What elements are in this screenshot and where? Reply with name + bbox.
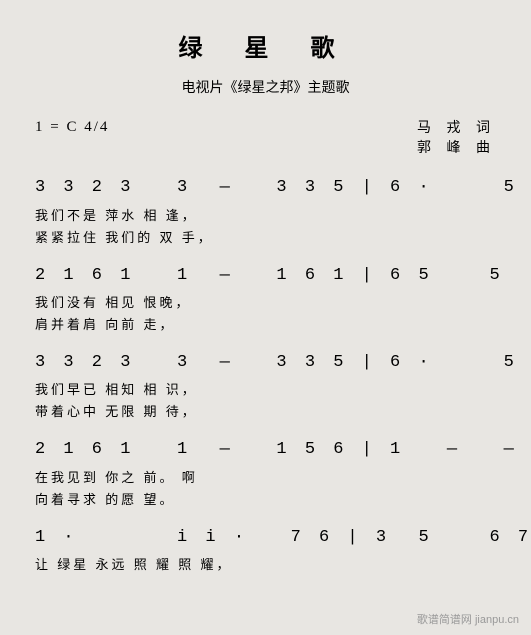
music-line-5: 1 · i i · 7 6 | 3 5 6 7 6 5 ― | 让 绿星 永远 … <box>35 528 496 573</box>
lyrics-row-2: 紧紧拉住 我们的 双 手， <box>35 227 496 246</box>
lyrics-row-1: 在我见到 你之 前。 啊 <box>35 467 496 486</box>
header-row: 1 = C 4/4 马 戎 词 郭 峰 曲 <box>35 119 496 158</box>
credits: 马 戎 词 郭 峰 曲 <box>417 119 496 158</box>
song-title: 绿 星 歌 <box>35 28 496 63</box>
lyrics-row-1: 我们没有 相见 恨晚， <box>35 292 496 311</box>
lyrics-row-1: 我们早已 相知 相 识， <box>35 379 496 398</box>
music-line-4: 2 1 6 1 1 ― 1 5 6 | 1 ― ― 1 1 | 在我见到 你之 … <box>35 440 496 507</box>
song-subtitle: 电视片《绿星之邦》主题歌 <box>35 77 496 97</box>
lyrics-row-2: 带着心中 无限 期 待， <box>35 401 496 420</box>
notation-row: 2 1 6 1 1 ― 1 5 6 | 1 ― ― 1 1 | <box>35 440 496 460</box>
watermark: 歌谱简谱网 jianpu.cn <box>417 611 519 627</box>
composer: 郭 峰 曲 <box>417 139 496 159</box>
lyrics-row-2: 向着寻求 的愿 望。 <box>35 489 496 508</box>
music-line-1: 3 3 2 3 3 ― 3 3 5 | 6 · 5 3 ― | 我们不是 萍水 … <box>35 178 496 245</box>
notation-row: 3 3 2 3 3 ― 3 3 5 | 6 · 5 3 ― | <box>35 353 496 373</box>
notation-row: 3 3 2 3 3 ― 3 3 5 | 6 · 5 3 ― | <box>35 178 496 198</box>
lyrics-row-1: 让 绿星 永远 照 耀 照 耀， <box>35 554 496 573</box>
lyrics-row-1: 我们不是 萍水 相 逢， <box>35 205 496 224</box>
notation-row: 2 1 6 1 1 ― 1 6 1 | 6 5 5 ― ― | <box>35 266 496 286</box>
music-line-3: 3 3 2 3 3 ― 3 3 5 | 6 · 5 3 ― | 我们早已 相知 … <box>35 353 496 420</box>
notation-row: 1 · i i · 7 6 | 3 5 6 7 6 5 ― | <box>35 528 496 548</box>
key-signature: 1 = C 4/4 <box>35 119 109 158</box>
music-line-2: 2 1 6 1 1 ― 1 6 1 | 6 5 5 ― ― | 我们没有 相见 … <box>35 266 496 333</box>
lyricist: 马 戎 词 <box>417 119 496 139</box>
lyrics-row-2: 肩并着肩 向前 走， <box>35 314 496 333</box>
